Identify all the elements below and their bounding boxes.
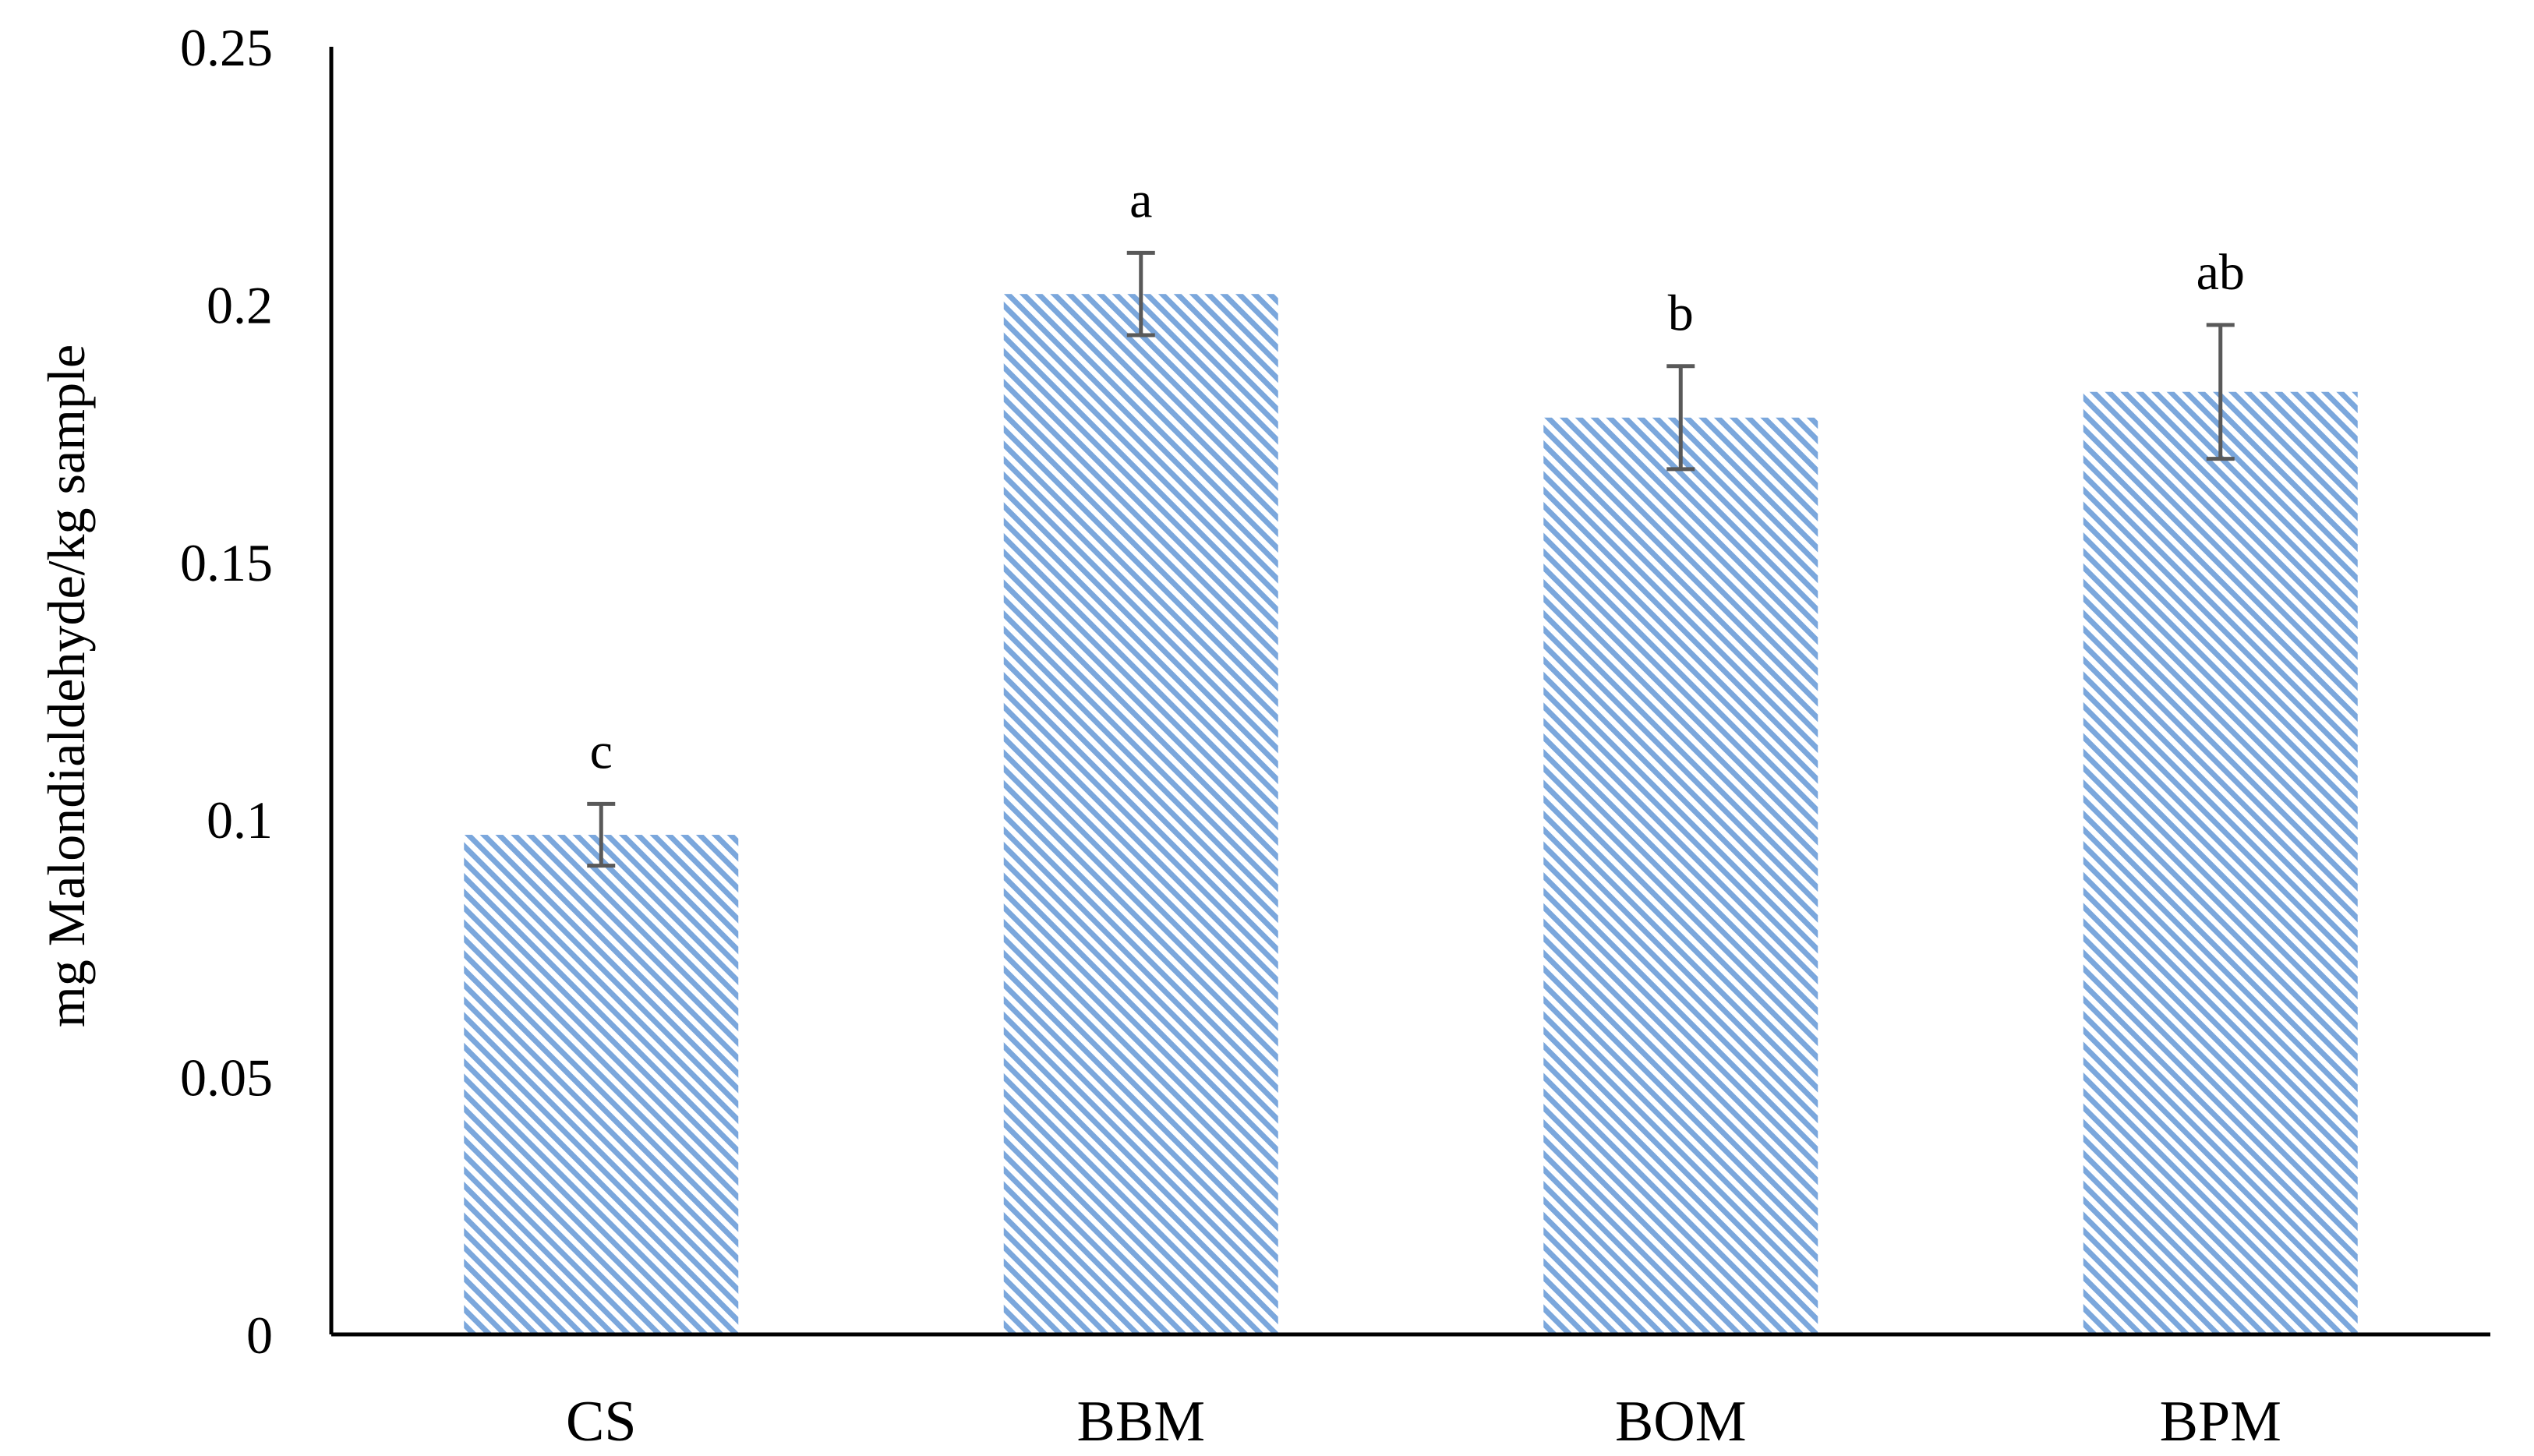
y-tick-label: 0.1: [207, 790, 273, 850]
error-bars: [587, 250, 2235, 868]
y-tick-label: 0.2: [207, 275, 273, 334]
bars: [464, 294, 2358, 1335]
y-tick-label: 0: [246, 1306, 273, 1365]
error-bar-bpm: [2206, 323, 2235, 461]
significance-label-cs: c: [590, 723, 613, 779]
y-tick-label: 0.15: [180, 533, 273, 592]
x-axis-categories: CS BBM BOM BPM: [566, 1390, 2281, 1454]
significance-label-bom: b: [1668, 285, 1694, 342]
significance-label-bbm: a: [1129, 171, 1152, 228]
x-category-label-bbm: BBM: [1076, 1390, 1205, 1454]
y-axis-title: mg Malondialdehyde/kg sample: [37, 345, 96, 1027]
significance-label-bpm: ab: [2196, 244, 2245, 301]
error-bar-bom: [1666, 364, 1695, 472]
y-tick-label: 0.25: [180, 18, 273, 77]
error-bar-bbm: [1126, 250, 1155, 337]
error-bar-cs: [587, 801, 616, 868]
x-category-label-bpm: BPM: [2160, 1390, 2281, 1454]
x-category-label-cs: CS: [566, 1390, 637, 1454]
bar-bpm: [2083, 391, 2358, 1335]
y-tick-label: 0.05: [180, 1048, 273, 1108]
bar-bom: [1543, 417, 1818, 1334]
x-category-label-bom: BOM: [1615, 1390, 1747, 1454]
y-axis-ticks: 0 0.05 0.1 0.15 0.2 0.25: [180, 18, 273, 1365]
bar-cs: [464, 835, 739, 1334]
bar-bbm: [1003, 294, 1278, 1335]
